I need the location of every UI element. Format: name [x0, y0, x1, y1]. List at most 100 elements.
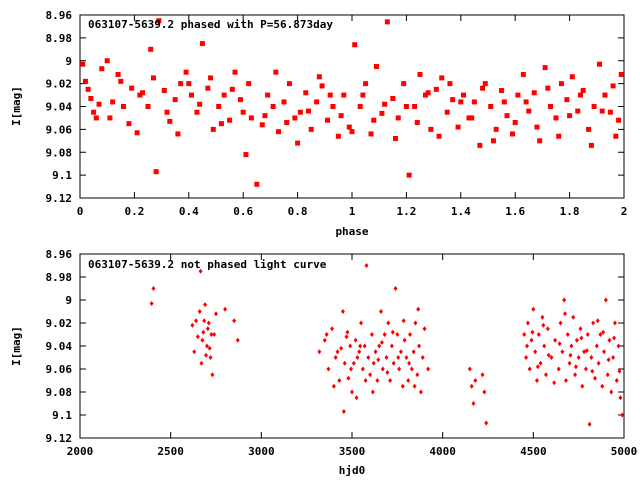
x-tick-label: 2000 [67, 445, 94, 458]
data-point-raw [557, 341, 562, 347]
data-point-phased [401, 81, 407, 87]
y-tick-label: 8.96 [46, 9, 73, 22]
data-point-phased [145, 104, 151, 109]
x-tick-label: 2 [621, 205, 628, 218]
data-point-phased [276, 129, 282, 135]
data-point-raw [605, 372, 610, 378]
data-point-phased [161, 87, 167, 93]
data-point-phased [150, 75, 156, 81]
data-point-raw [533, 349, 538, 355]
data-point-raw [580, 383, 585, 389]
x-tick-label: 0.4 [179, 205, 199, 218]
data-point-raw [345, 329, 350, 335]
data-point-phased [153, 169, 159, 175]
data-point-raw [415, 372, 420, 378]
data-point-phased [104, 58, 110, 64]
data-point-phased [286, 81, 292, 87]
data-points-phased [80, 18, 624, 187]
data-point-raw [371, 360, 376, 366]
data-point-raw [223, 306, 228, 312]
data-point-phased [607, 109, 613, 115]
data-point-raw [354, 395, 359, 401]
data-point-phased [316, 74, 322, 80]
data-point-phased [82, 78, 88, 84]
data-point-phased [515, 92, 521, 98]
y-tick-label: 9.08 [46, 146, 73, 159]
data-point-phased [523, 99, 529, 105]
data-point-raw [420, 355, 425, 360]
data-point-raw [600, 383, 605, 389]
data-point-raw [401, 318, 406, 324]
data-point-phased [297, 109, 303, 115]
data-point-phased [542, 65, 548, 71]
y-tick-label: 9 [65, 294, 72, 307]
data-point-raw [544, 372, 549, 378]
data-point-phased [164, 109, 170, 115]
data-point-phased [314, 99, 320, 105]
data-point-phased [480, 85, 486, 91]
data-point-phased [197, 101, 203, 107]
data-point-raw [362, 343, 367, 349]
data-point-raw [411, 349, 416, 355]
x-axis-ticks-raw: 2000 2500 3000 3500 4000 4500 5000 [67, 254, 637, 458]
data-point-raw [611, 355, 616, 360]
data-point-raw [603, 297, 608, 303]
data-point-raw [417, 343, 422, 349]
data-point-raw [609, 389, 614, 395]
data-point-phased [461, 92, 467, 98]
data-point-phased [512, 120, 518, 126]
data-point-phased [357, 104, 363, 109]
data-point-phased [91, 109, 97, 115]
x-tick-label: 3500 [339, 445, 366, 458]
data-point-phased [439, 75, 445, 81]
data-point-phased [246, 81, 252, 87]
data-point-raw [379, 340, 384, 346]
x-axis-label-raw: hjd0 [339, 464, 366, 477]
data-point-raw [536, 332, 541, 337]
data-point-phased [447, 81, 453, 87]
data-point-raw [620, 412, 625, 418]
data-point-raw [353, 337, 358, 343]
data-point-raw [591, 320, 596, 326]
data-point-phased [577, 92, 583, 98]
data-point-phased [85, 86, 91, 92]
chart-title-raw: 063107-5639.2 not phased light curve [88, 258, 327, 271]
data-point-raw [344, 334, 349, 340]
y-tick-label: 8.98 [46, 271, 73, 284]
data-point-phased [469, 115, 475, 121]
data-point-phased [597, 61, 603, 67]
data-point-raw [469, 383, 474, 389]
data-point-phased [444, 109, 450, 115]
data-point-phased [504, 113, 510, 119]
data-point-phased [586, 126, 592, 132]
y-tick-label: 9.06 [46, 123, 73, 136]
data-point-raw [402, 337, 407, 343]
x-tick-label: 0.2 [124, 205, 144, 218]
data-point-phased [545, 85, 551, 91]
data-point-raw [569, 343, 574, 349]
y-tick-label: 9.12 [46, 192, 73, 205]
data-point-phased [406, 172, 412, 178]
data-point-raw [206, 320, 211, 326]
data-point-phased [319, 83, 325, 89]
data-point-phased [227, 117, 233, 123]
data-point-phased [384, 19, 390, 25]
data-point-raw [607, 337, 612, 343]
data-point-raw [400, 383, 405, 389]
data-point-phased [341, 92, 347, 98]
data-point-raw [524, 355, 529, 360]
data-point-raw [531, 306, 536, 312]
data-point-phased [121, 104, 127, 109]
data-points-raw [149, 263, 625, 427]
data-point-phased [490, 138, 496, 144]
data-point-raw [317, 349, 322, 355]
data-point-raw [556, 366, 561, 372]
data-point-phased [178, 81, 184, 87]
data-point-raw [585, 332, 590, 337]
data-point-phased [156, 18, 162, 24]
data-point-raw [391, 360, 396, 366]
data-point-phased [425, 90, 431, 96]
data-point-phased [482, 81, 488, 87]
y-tick-label: 9.02 [46, 78, 73, 91]
data-point-phased [346, 124, 352, 130]
